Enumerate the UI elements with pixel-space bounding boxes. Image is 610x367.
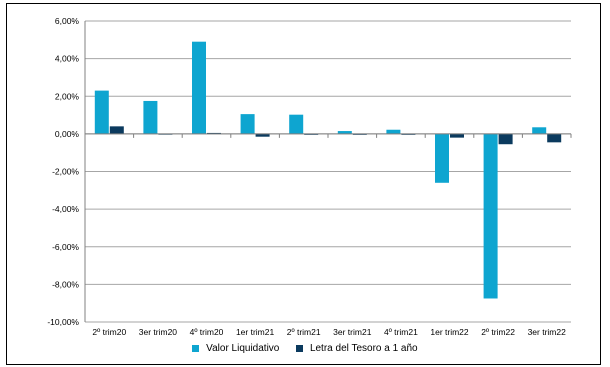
y-tick-label: -10,00%: [47, 317, 79, 327]
bar-letra-del-tesoro: [498, 133, 513, 145]
legend: Valor Liquidativo Letra del Tesoro a 1 a…: [0, 343, 610, 354]
x-tick-label: 4º trim21: [384, 327, 418, 337]
x-tick-label: 2º trim21: [287, 327, 321, 337]
legend-swatch-letra-del-tesoro: [296, 345, 304, 352]
x-axis-tick-labels: 2º trim20 3er trim20 4º trim20 1er trim21 2º…: [92, 327, 566, 337]
y-tick-label: 2,00%: [55, 91, 80, 101]
legend-label-valor-liquidativo: Valor Liquidativo: [206, 343, 280, 354]
legend-label-letra-del-tesoro: Letra del Tesoro a 1 año: [309, 343, 418, 354]
x-tick-label: 2º trim22: [481, 327, 515, 337]
bar-valor-liquidativo: [337, 131, 352, 134]
y-axis-tick-labels: 6,00% 4,00% 2,00% 0,00% -2,00% -4,00% -6,00% -8…: [47, 16, 79, 327]
x-tick-label: 3er trim21: [333, 327, 372, 337]
bar-valor-liquidativo: [435, 133, 449, 183]
legend-item-letra-del-tesoro: Letra del Tesoro a 1 año: [296, 343, 418, 354]
chart-frame: [6, 3, 601, 365]
bar-valor-liquidativo: [532, 127, 547, 134]
bar-valor-liquidativo: [483, 133, 498, 299]
x-tick-label: 3er trim20: [139, 327, 178, 337]
bar-letra-del-tesoro: [109, 126, 124, 134]
bar-letra-del-tesoro: [547, 133, 562, 143]
bar-letra-del-tesoro: [255, 133, 270, 137]
bar-valor-liquidativo: [143, 100, 158, 134]
y-tick-label: -4,00%: [52, 204, 79, 214]
bar-valor-liquidativo: [240, 114, 255, 134]
legend-swatch-valor-liquidativo: [192, 345, 200, 352]
y-tick-label: 6,00%: [55, 16, 80, 26]
bars: [94, 41, 562, 299]
y-tick-label: -8,00%: [52, 279, 79, 289]
bar-valor-liquidativo: [386, 129, 401, 134]
y-tick-label: -2,00%: [52, 167, 79, 177]
x-tick-label: 3er trim22: [528, 327, 567, 337]
legend-item-valor-liquidativo: Valor Liquidativo: [192, 343, 279, 354]
gridlines: [85, 20, 571, 323]
x-tick-label: 1er trim21: [236, 327, 275, 337]
bar-valor-liquidativo: [289, 114, 304, 134]
y-tick-label: -6,00%: [52, 242, 79, 252]
y-tick-label: 0,00%: [55, 129, 80, 139]
x-tick-label: 2º trim20: [92, 327, 126, 337]
bar-letra-del-tesoro: [450, 133, 464, 138]
axes: [84, 21, 572, 322]
x-tick-label: 1er trim22: [430, 327, 469, 337]
y-tick-label: 4,00%: [55, 54, 80, 64]
bar-valor-liquidativo: [94, 90, 109, 134]
bar-valor-liquidativo: [192, 41, 206, 134]
x-tick-label: 4º trim20: [190, 327, 224, 337]
